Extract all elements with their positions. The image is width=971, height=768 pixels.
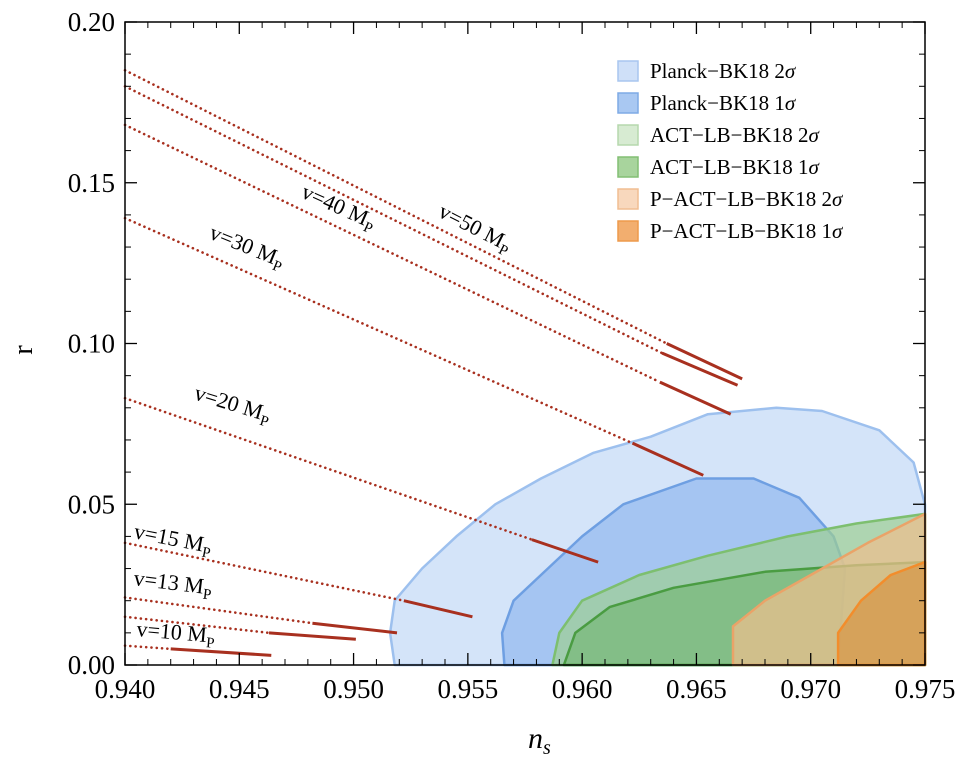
legend-label: ACT−LB−BK18 1σ [650, 155, 820, 179]
x-axis-label-main: n [528, 722, 543, 755]
x-tick-label: 0.940 [95, 674, 156, 704]
legend-swatch [617, 124, 639, 146]
legend-swatch [617, 188, 639, 210]
prediction-line-solid-3 [659, 380, 732, 416]
legend-label: Planck−BK18 2σ [650, 59, 797, 83]
x-axis-label: ns [528, 722, 551, 759]
prediction-line-solid-7 [312, 621, 398, 635]
prediction-line-solid-6 [403, 599, 473, 619]
prediction-line-label: v=13 MP [132, 565, 214, 603]
prediction-line-dotted-3 [123, 123, 662, 384]
legend-label: P−ACT−LB−BK18 2σ [650, 187, 844, 211]
legend-swatch [617, 220, 639, 242]
prediction-line-label: v=30 MP [205, 219, 289, 275]
confidence-regions [388, 406, 927, 667]
prediction-line-dotted-4 [123, 216, 634, 445]
x-tick-label: 0.960 [552, 674, 613, 704]
legend-label: ACT−LB−BK18 2σ [650, 123, 820, 147]
y-tick-label: 0.05 [68, 489, 115, 519]
prediction-lines [123, 68, 743, 657]
prediction-line-label: v=10 MP [135, 616, 216, 652]
prediction-line-dotted-5 [123, 396, 534, 541]
prediction-line-dotted-6 [123, 541, 406, 603]
x-tick-label: 0.975 [895, 674, 956, 704]
x-tick-label: 0.970 [780, 674, 841, 704]
prediction-line-label: v=50 MP [433, 198, 516, 260]
legend-label: Planck−BK18 1σ [650, 91, 797, 115]
legend-label: P−ACT−LB−BK18 1σ [650, 219, 844, 243]
prediction-line-solid-4 [631, 441, 704, 477]
prediction-line-dotted-1 [123, 68, 669, 345]
y-tick-label: 0.00 [68, 650, 115, 680]
legend-swatch [617, 92, 639, 114]
prediction-line-dotted-2 [123, 85, 664, 355]
x-axis-label-sub: s [543, 737, 551, 759]
prediction-line-label: v=15 MP [131, 518, 214, 562]
legend-swatch [617, 60, 639, 82]
prediction-line-label: v=20 MP [190, 380, 274, 431]
y-tick-label: 0.15 [68, 168, 115, 198]
prediction-line-solid-8 [268, 631, 356, 641]
axis-ticks: 0.940 0.945 0.950 0.955 0.960 0.965 0.970 0.975… [68, 7, 956, 704]
legend-swatch [617, 156, 639, 178]
y-axis-label: r [8, 345, 39, 355]
legend: Planck−BK18 2σ Planck−BK18 1σ ACT−LB−BK18 … [617, 59, 844, 243]
x-tick-label: 0.945 [209, 674, 270, 704]
prediction-line-solid-2 [661, 351, 739, 387]
y-tick-label: 0.10 [68, 329, 115, 359]
prediction-line-label: v=40 MP [296, 179, 380, 238]
prediction-line-dotted-7 [123, 596, 314, 625]
prediction-line-solid-1 [666, 342, 743, 381]
prediction-line-solid-5 [531, 538, 599, 564]
x-tick-label: 0.950 [323, 674, 384, 704]
prediction-line-dotted-8 [123, 615, 271, 635]
x-tick-label: 0.955 [437, 674, 498, 704]
prediction-line-dotted-9 [123, 644, 173, 651]
y-tick-label: 0.20 [68, 7, 115, 37]
x-tick-label: 0.965 [666, 674, 727, 704]
prediction-line-solid-9 [170, 647, 272, 657]
